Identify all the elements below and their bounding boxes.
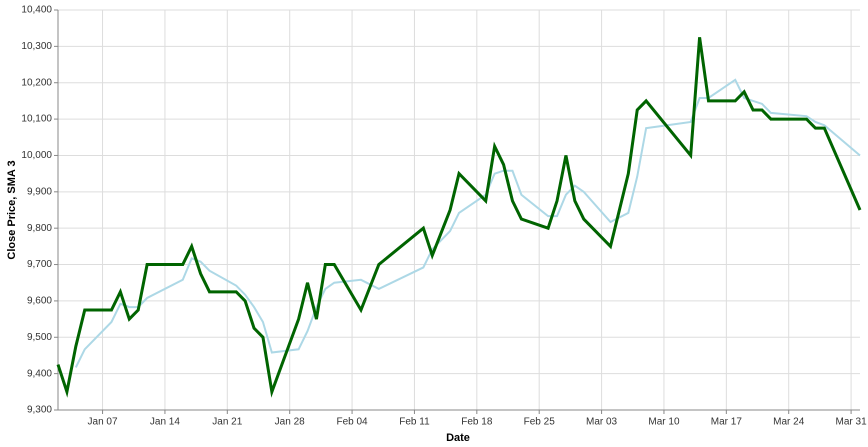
x-tick-label: Jan 14 bbox=[150, 417, 180, 428]
y-tick-label: 10,400 bbox=[21, 5, 52, 16]
x-tick-label: Mar 10 bbox=[648, 417, 680, 428]
x-tick-label: Feb 04 bbox=[336, 417, 368, 428]
x-tick-label: Jan 21 bbox=[212, 417, 242, 428]
y-tick-label: 9,900 bbox=[27, 186, 52, 197]
x-tick-label: Feb 11 bbox=[399, 417, 430, 428]
y-tick-label: 9,400 bbox=[27, 368, 52, 379]
x-tick-label: Jan 28 bbox=[275, 417, 305, 428]
x-tick-label: Feb 18 bbox=[461, 417, 493, 428]
x-tick-label: Mar 31 bbox=[836, 417, 868, 428]
y-tick-label: 10,300 bbox=[21, 41, 52, 52]
x-tick-label: Mar 03 bbox=[586, 417, 618, 428]
y-tick-label: 9,800 bbox=[27, 223, 52, 234]
y-tick-label: 9,600 bbox=[27, 296, 52, 307]
y-tick-label: 10,100 bbox=[21, 114, 52, 125]
y-tick-label: 9,500 bbox=[27, 332, 52, 343]
y-axis-title: Close Price, SMA 3 bbox=[6, 160, 18, 259]
x-tick-label: Feb 25 bbox=[524, 417, 556, 428]
x-axis-title: Date bbox=[446, 432, 470, 444]
y-tick-label: 9,300 bbox=[27, 405, 52, 416]
x-tick-label: Jan 07 bbox=[88, 417, 118, 428]
line-series bbox=[56, 37, 862, 398]
x-tick-label: Mar 24 bbox=[773, 417, 805, 428]
y-tick-label: 10,200 bbox=[21, 77, 52, 88]
x-tick-label: Mar 17 bbox=[711, 417, 743, 428]
y-tick-label: 10,000 bbox=[21, 150, 52, 161]
y-tick-label: 9,700 bbox=[27, 259, 52, 270]
line-series bbox=[74, 78, 861, 368]
